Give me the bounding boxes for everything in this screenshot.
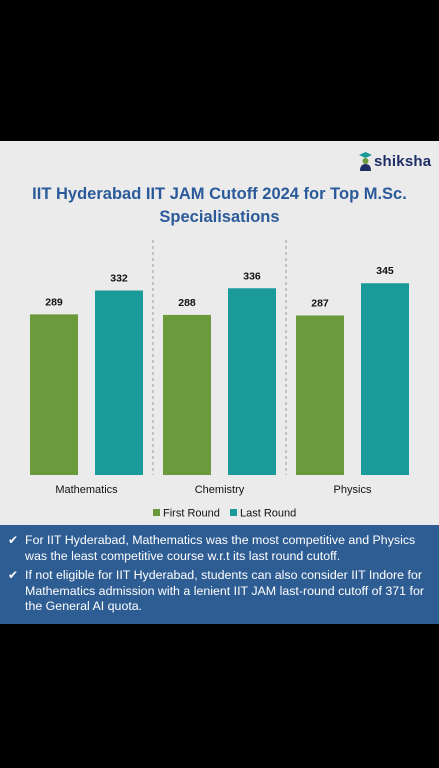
legend-swatch xyxy=(230,509,237,516)
x-tick-label: Mathematics xyxy=(55,484,118,496)
data-label: 287 xyxy=(311,297,329,309)
bar-last-round xyxy=(228,288,276,475)
note-item: ✔ If not eligible for IIT Hyderabad, stu… xyxy=(8,568,427,615)
chart-title-line-2: Specialisations xyxy=(159,208,280,226)
note-text: If not eligible for IIT Hyderabad, stude… xyxy=(25,568,424,613)
bar-first-round xyxy=(296,315,344,475)
data-label: 288 xyxy=(178,297,196,309)
shiksha-logo: shiksha xyxy=(358,146,436,176)
legend-label: Last Round xyxy=(240,508,296,520)
chart-title-line-1: IIT Hyderabad IIT JAM Cutoff 2024 for To… xyxy=(32,185,407,203)
x-tick-label: Chemistry xyxy=(195,484,245,496)
data-label: 336 xyxy=(243,270,261,282)
logo-text: shiksha xyxy=(374,152,432,170)
graduate-icon xyxy=(359,152,372,171)
note-item: ✔ For IIT Hyderabad, Mathematics was the… xyxy=(8,533,427,564)
legend-swatch xyxy=(153,509,160,516)
data-label: 345 xyxy=(376,265,394,277)
bar-first-round xyxy=(163,314,211,475)
legend-label: First Round xyxy=(163,508,220,520)
note-text: For IIT Hyderabad, Mathematics was the m… xyxy=(25,533,416,563)
bar-last-round xyxy=(95,290,143,475)
check-icon: ✔ xyxy=(8,568,19,582)
check-icon: ✔ xyxy=(8,533,19,547)
bar-last-round xyxy=(361,283,409,475)
notes-panel: ✔ For IIT Hyderabad, Mathematics was the… xyxy=(0,525,439,624)
data-label: 289 xyxy=(45,296,63,308)
chart-title: IIT Hyderabad IIT JAM Cutoff 2024 for To… xyxy=(0,183,439,229)
x-tick-label: Physics xyxy=(334,484,372,496)
data-label: 332 xyxy=(110,272,128,284)
bar-first-round xyxy=(30,314,78,475)
